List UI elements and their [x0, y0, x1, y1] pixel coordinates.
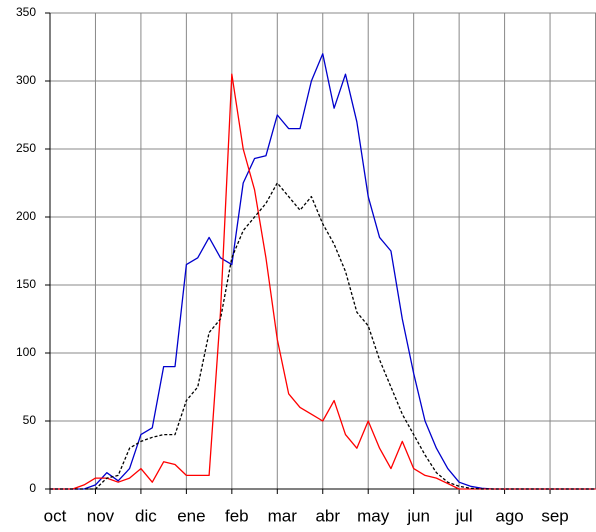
- y-tick-label: 50: [23, 413, 37, 427]
- x-tick-label: sep: [541, 506, 568, 525]
- series-line: [50, 182, 596, 490]
- x-tick-label: ago: [495, 506, 523, 525]
- y-tick-label: 150: [16, 277, 36, 291]
- y-tick-label: 100: [16, 345, 36, 359]
- x-tick-label: jun: [406, 506, 430, 525]
- x-tick-label: jul: [455, 506, 473, 525]
- y-tick-label: 200: [16, 209, 36, 223]
- x-tick-label: mar: [268, 506, 298, 525]
- y-tick-label: 350: [16, 5, 36, 19]
- x-tick-label: abr: [315, 506, 340, 525]
- x-tick-label: dic: [135, 506, 157, 525]
- x-tick-label: feb: [225, 506, 249, 525]
- x-tick-label: oct: [44, 506, 67, 525]
- y-tick-label: 250: [16, 141, 36, 155]
- x-tick-label: ene: [177, 506, 205, 525]
- x-tick-label: may: [357, 506, 390, 525]
- y-tick-label: 0: [29, 481, 36, 495]
- series-line: [50, 73, 596, 490]
- y-tick-label: 300: [16, 73, 36, 87]
- x-tick-label: nov: [87, 506, 115, 525]
